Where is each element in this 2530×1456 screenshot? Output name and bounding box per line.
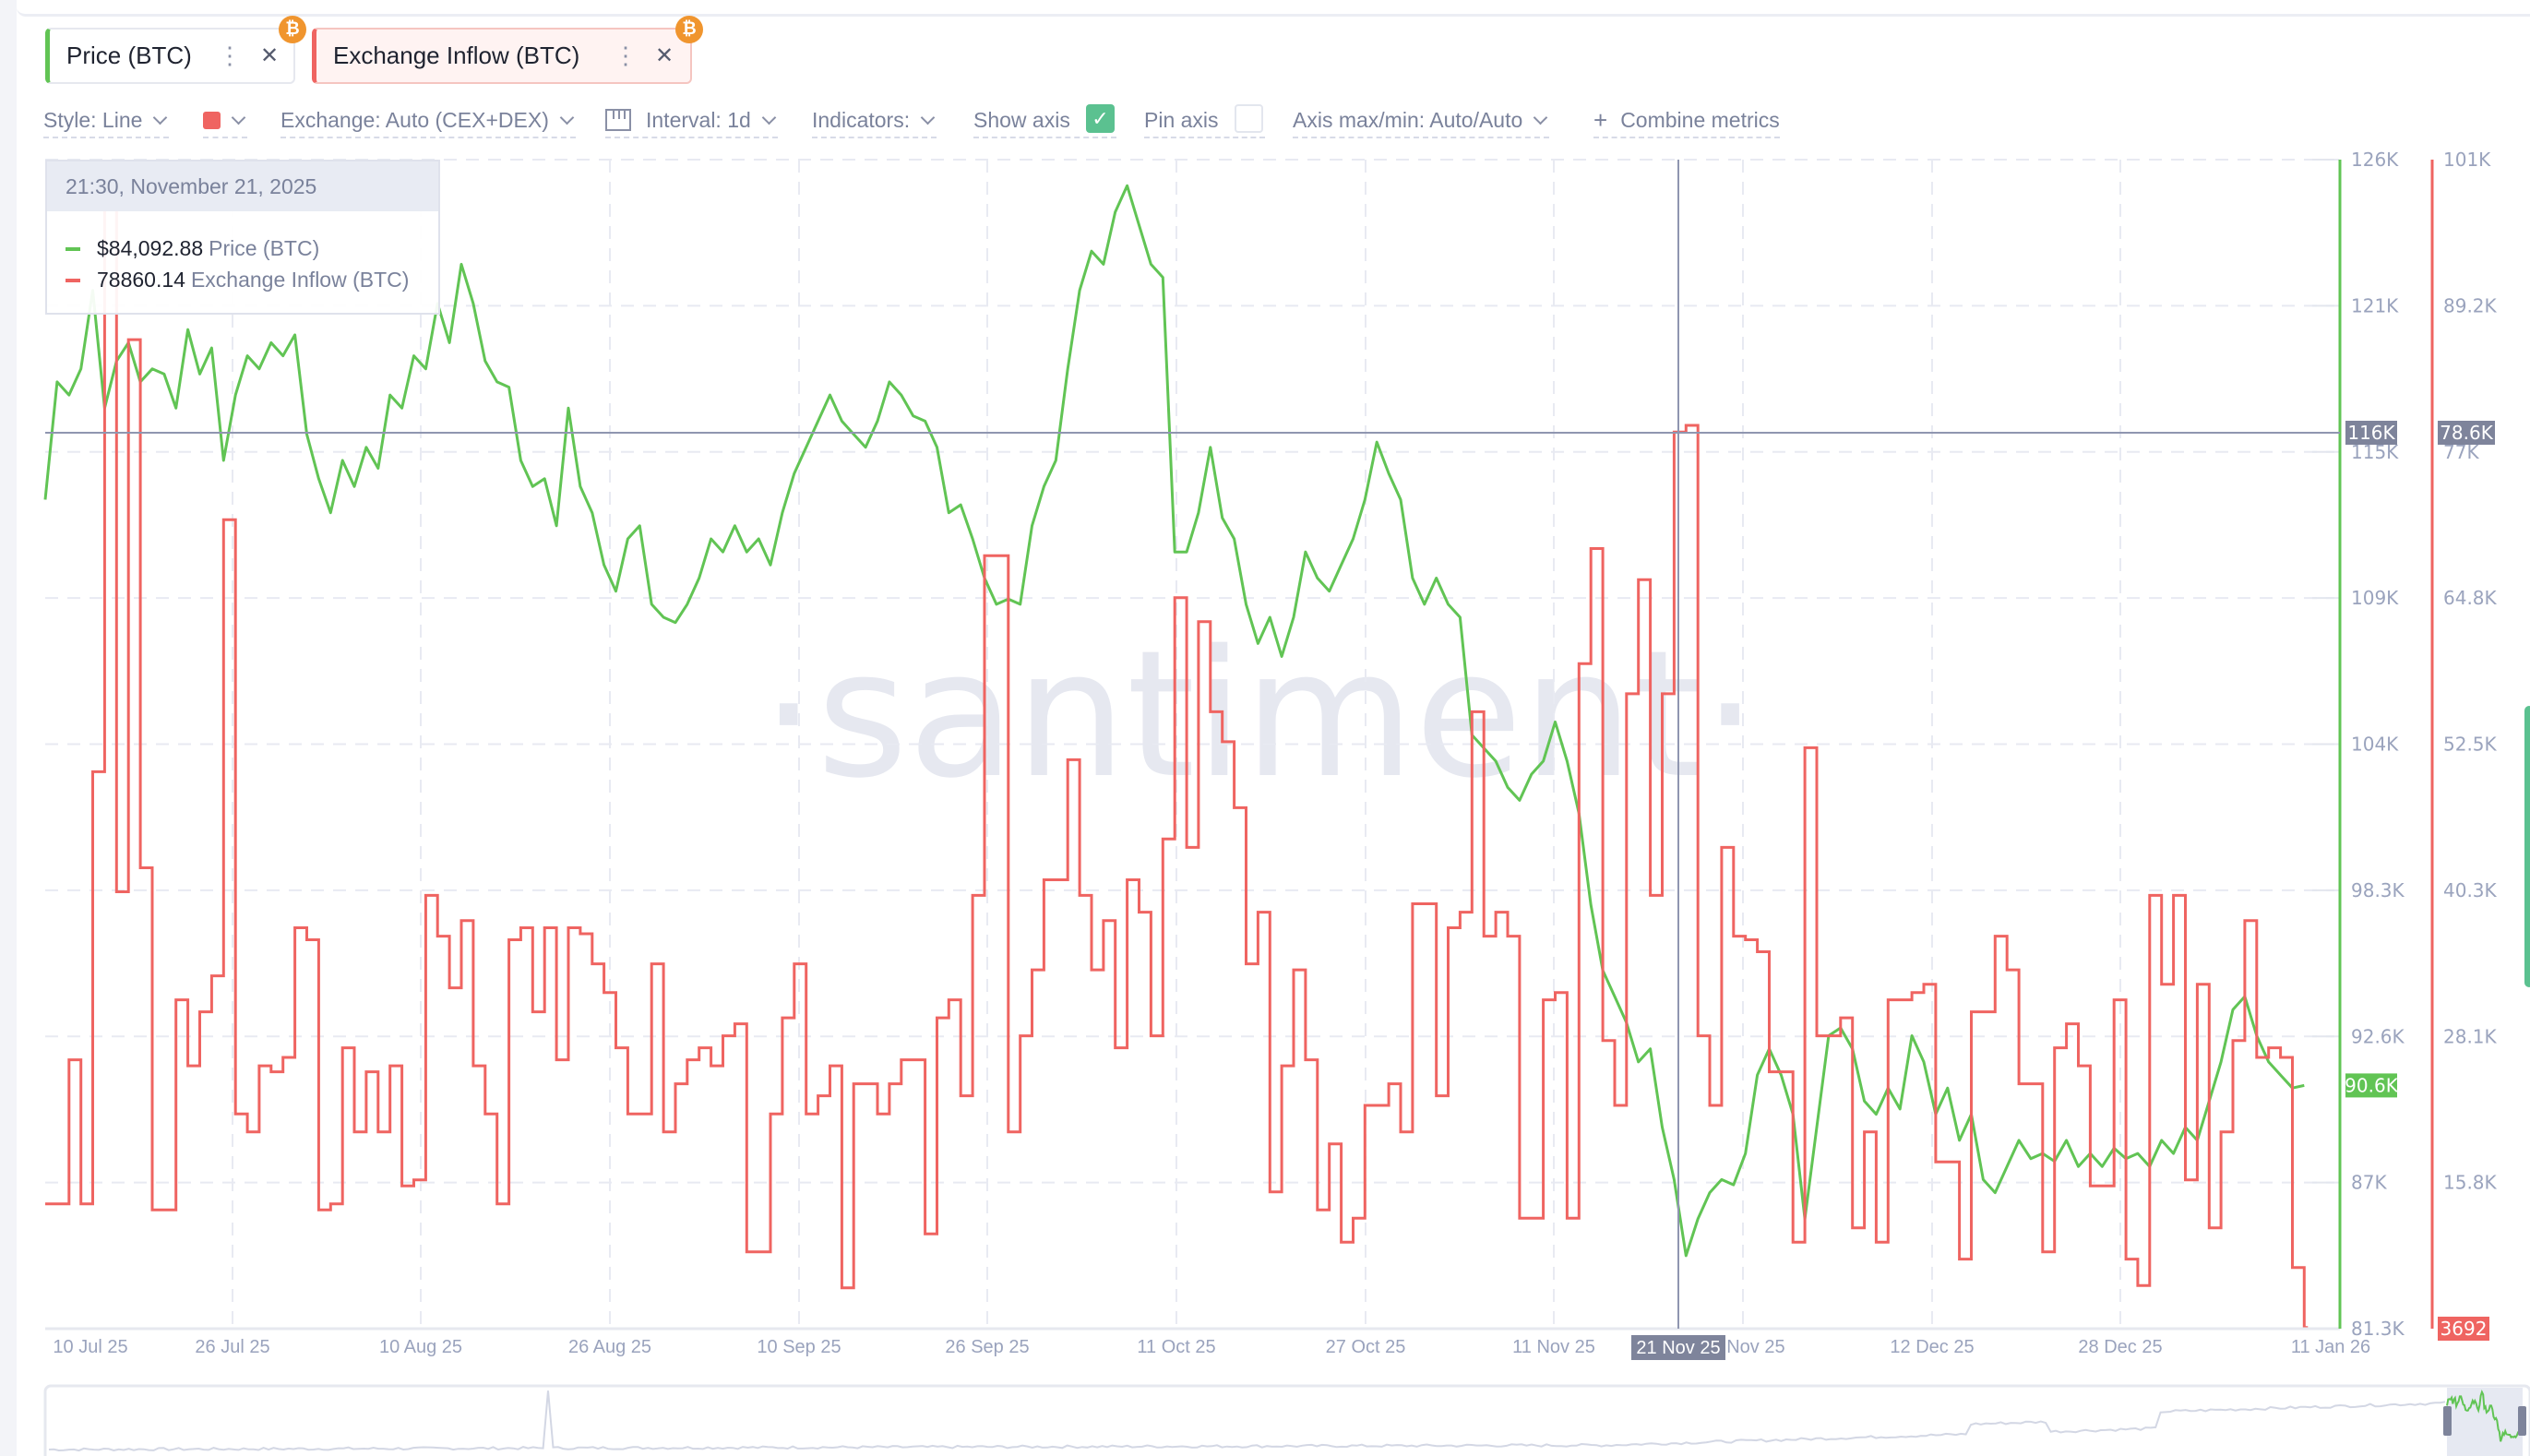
show-axis-toggle[interactable]: Show axis: [973, 103, 1116, 138]
price-axis-tick-label: 104K: [2351, 734, 2399, 756]
x-axis-tick-label: 26 Sep 25: [945, 1337, 1029, 1357]
close-icon[interactable]: ✕: [655, 43, 674, 68]
x-axis-tick-label: 27 Oct 25: [1326, 1337, 1406, 1357]
legend-swatch-inflow: [66, 278, 80, 282]
x-axis-tick-label: 10 Jul 25: [53, 1337, 127, 1357]
tooltip-value: $84,092.88: [97, 236, 204, 260]
tooltip-datetime: 21:30, November 21, 2025: [47, 161, 438, 211]
crosshair-inflow-label: 78.6K: [2440, 422, 2494, 444]
interval-dropdown[interactable]: Interval: 1d: [605, 103, 778, 138]
price-axis-tick-label: 98.3K: [2351, 879, 2405, 901]
bitcoin-icon: ₿: [675, 16, 703, 43]
inflow-axis-tick-label: 40.3K: [2443, 879, 2498, 901]
more-vertical-icon[interactable]: ⋮: [218, 42, 242, 69]
inflow-axis-tick-label: 15.8K: [2443, 1172, 2498, 1194]
inflow-axis-tick-label: 28.1K: [2443, 1025, 2498, 1047]
x-axis-tick-label: 10 Aug 25: [379, 1337, 462, 1357]
style-label: Style: Line: [43, 107, 143, 132]
navigator-history-line: [48, 1390, 2446, 1452]
price-line: [43, 184, 2305, 1258]
price-axis-tick-label: 87K: [2351, 1172, 2387, 1194]
scrollbar[interactable]: [2524, 706, 2530, 987]
inflow-axis-tick-label: 101K: [2443, 149, 2491, 171]
color-picker[interactable]: [203, 103, 247, 138]
inflow-axis-tick-label: 89.2K: [2443, 294, 2498, 316]
calendar-icon: [605, 109, 631, 131]
price-last-value-label-background: [2345, 1073, 2397, 1098]
show-axis-label: Show axis: [973, 107, 1070, 132]
x-axis-tick-label: 11 Oct 25: [1137, 1337, 1215, 1357]
axes: 126K121K115K109K104K98.3K92.6K87K81.3K10…: [45, 149, 2498, 1360]
metric-tab-label: Exchange Inflow (BTC): [333, 42, 580, 69]
x-axis-tick-label: 11 Jan 26: [2291, 1337, 2370, 1357]
pin-axis-checkbox[interactable]: [1235, 104, 1263, 133]
x-axis-tick-label: 12 Dec 25: [1890, 1337, 1974, 1357]
navigator-selected-price-line: [2446, 1390, 2522, 1442]
bitcoin-icon: ₿: [279, 16, 306, 43]
grid: [45, 159, 2340, 1329]
navigator[interactable]: [43, 1384, 2530, 1456]
x-axis-tick-label: 26 Jul 25: [195, 1337, 269, 1357]
price-axis-tick-label: 126K: [2351, 149, 2399, 171]
combine-metrics-button[interactable]: + Combine metrics: [1593, 103, 1780, 138]
crosshair-price-label: 116K: [2347, 422, 2395, 444]
style-dropdown[interactable]: Style: Line: [43, 103, 170, 138]
legend-swatch-price: [66, 246, 80, 251]
color-swatch: [203, 111, 221, 129]
inflow-axis-tick-label: 52.5K: [2443, 734, 2498, 756]
tooltip-metric-name: Exchange Inflow (BTC): [190, 268, 410, 292]
x-axis-tick-label: 11 Nov 25: [1512, 1337, 1595, 1357]
navigator-selection[interactable]: [2447, 1388, 2523, 1456]
plus-icon: +: [1593, 105, 1608, 134]
exchange-inflow-line: [45, 170, 2309, 1330]
combine-metrics-label: Combine metrics: [1620, 107, 1780, 132]
metric-tab-label: Price (BTC): [66, 42, 192, 69]
tooltip-row-price: $84,092.88 Price (BTC): [66, 236, 319, 261]
price-last-value-label: 90.6K: [2345, 1074, 2399, 1096]
price-axis-tick-label: 109K: [2351, 587, 2399, 609]
tooltip-metric-name: Price (BTC): [209, 236, 320, 260]
axis-maxmin-label: Axis max/min: Auto/Auto: [1293, 107, 1523, 132]
navigator-handle-right[interactable]: [2518, 1406, 2526, 1436]
top-panel-border: [17, 0, 2530, 17]
navigator-handle-left[interactable]: [2443, 1406, 2452, 1436]
pin-axis-toggle[interactable]: Pin axis: [1144, 103, 1265, 138]
inflow-axis-tick-label: 64.8K: [2443, 587, 2498, 609]
x-axis-tick-label: 28 Dec 25: [2078, 1337, 2162, 1357]
price-axis-tick-label: 92.6K: [2351, 1025, 2405, 1047]
close-icon[interactable]: ✕: [260, 43, 280, 68]
x-axis-tick-label: 26 Aug 25: [568, 1337, 651, 1357]
pin-axis-label: Pin axis: [1144, 107, 1219, 132]
check-icon: ✓: [1092, 106, 1109, 130]
crosshair-inflow-label-background: [2438, 421, 2495, 445]
page-edge: [0, 0, 17, 1456]
price-axis-tick-label: 121K: [2351, 294, 2399, 316]
metric-tab-price[interactable]: Price (BTC) ⋮ ✕: [45, 28, 295, 84]
indicators-label: Indicators:: [812, 107, 911, 132]
tooltip-row-inflow: 78860.14 Exchange Inflow (BTC): [66, 268, 409, 292]
price-axis-tick-label: 81.3K: [2351, 1318, 2405, 1340]
show-axis-checkbox[interactable]: ✓: [1086, 104, 1115, 133]
chart-tooltip: 21:30, November 21, 2025 $84,092.88 Pric…: [45, 160, 440, 315]
inflow-last-value-label: 3692: [2440, 1318, 2488, 1340]
exchange-label: Exchange: Auto (CEX+DEX): [280, 107, 549, 132]
inflow-last-value-label-background: [2438, 1317, 2489, 1341]
tooltip-value: 78860.14: [97, 268, 185, 292]
indicators-dropdown[interactable]: Indicators:: [812, 103, 937, 138]
series-layer: [43, 170, 2309, 1330]
more-vertical-icon[interactable]: ⋮: [614, 42, 638, 69]
x-axis-tick-label: 10 Sep 25: [757, 1337, 841, 1357]
crosshair-date-label-background: [1631, 1335, 1725, 1360]
axis-maxmin-dropdown[interactable]: Axis max/min: Auto/Auto: [1293, 103, 1550, 138]
navigator-frame[interactable]: [43, 1384, 2530, 1456]
metric-tab-exchange-inflow[interactable]: Exchange Inflow (BTC) ⋮ ✕: [312, 28, 692, 84]
crosshair-date-label: 21 Nov 25: [1636, 1338, 1720, 1358]
exchange-dropdown[interactable]: Exchange: Auto (CEX+DEX): [280, 103, 576, 138]
interval-label: Interval: 1d: [646, 107, 751, 132]
crosshair-price-label-background: [2345, 421, 2397, 445]
